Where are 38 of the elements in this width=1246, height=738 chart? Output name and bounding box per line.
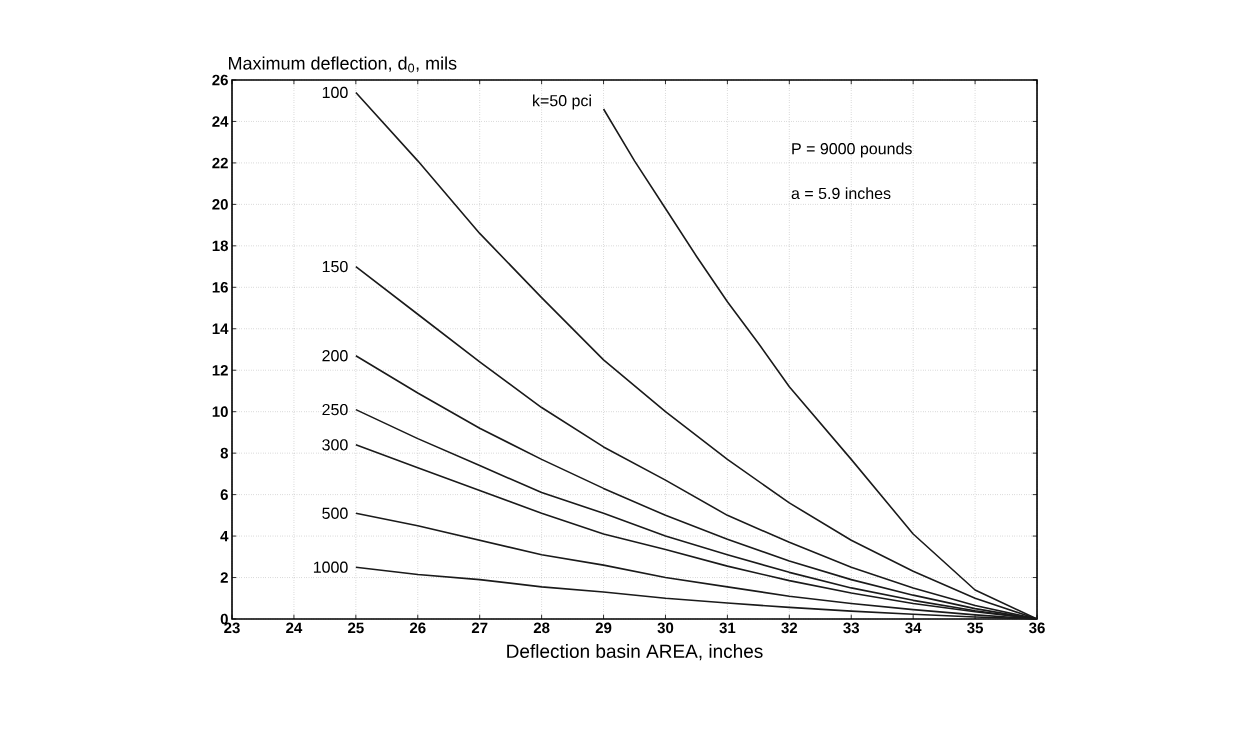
- annotation: P = 9000 pounds: [792, 142, 912, 158]
- series-label: 500: [322, 507, 348, 519]
- y-tick-label: 12: [212, 364, 228, 376]
- x-tick-label: 25: [348, 622, 364, 634]
- x-axis-title: Deflection basin AREA, inches: [507, 644, 763, 661]
- y-tick-label: 14: [212, 323, 229, 334]
- series-label: 200: [322, 350, 348, 362]
- y-tick-label: 18: [212, 240, 228, 252]
- y-tick-label: 20: [212, 199, 228, 210]
- y-tick-label: 2: [220, 572, 228, 583]
- y-tick-label: 8: [220, 447, 228, 459]
- x-tick-label: 33: [843, 622, 860, 634]
- x-tick-label: 35: [967, 622, 984, 634]
- y-axis-title: Maximum deflection, d$_{0}$, mils: [229, 56, 457, 73]
- annotation: a = 5.9 inches: [791, 187, 891, 200]
- y-tick-label: 24: [212, 116, 229, 127]
- x-tick-label: 36: [1029, 622, 1045, 634]
- y-tick-label: 26: [212, 74, 228, 86]
- series-label: 250: [322, 403, 348, 416]
- x-tick-label: 34: [905, 622, 922, 634]
- y-tick-label: 4: [220, 530, 229, 542]
- x-tick-label: 29: [595, 622, 612, 634]
- x-tick-label: 32: [781, 622, 798, 634]
- series-label: 300: [322, 439, 348, 451]
- series-label: 1000: [313, 561, 348, 573]
- y-tick-label: 16: [212, 281, 228, 293]
- y-tick-label: 22: [212, 157, 228, 169]
- y-tick-label: 10: [212, 406, 228, 417]
- x-tick-label: 28: [533, 622, 550, 634]
- x-tick-label: 26: [409, 622, 426, 634]
- series-label: k=50 pci: [533, 94, 591, 110]
- x-tick-label: 24: [286, 622, 303, 633]
- series-label: 100: [322, 86, 348, 99]
- series-label: 150: [322, 260, 348, 273]
- x-tick-label: 27: [471, 622, 488, 633]
- x-tick-label: 31: [719, 622, 736, 634]
- x-tick-label: 30: [657, 622, 674, 634]
- y-tick-label: 6: [220, 489, 228, 500]
